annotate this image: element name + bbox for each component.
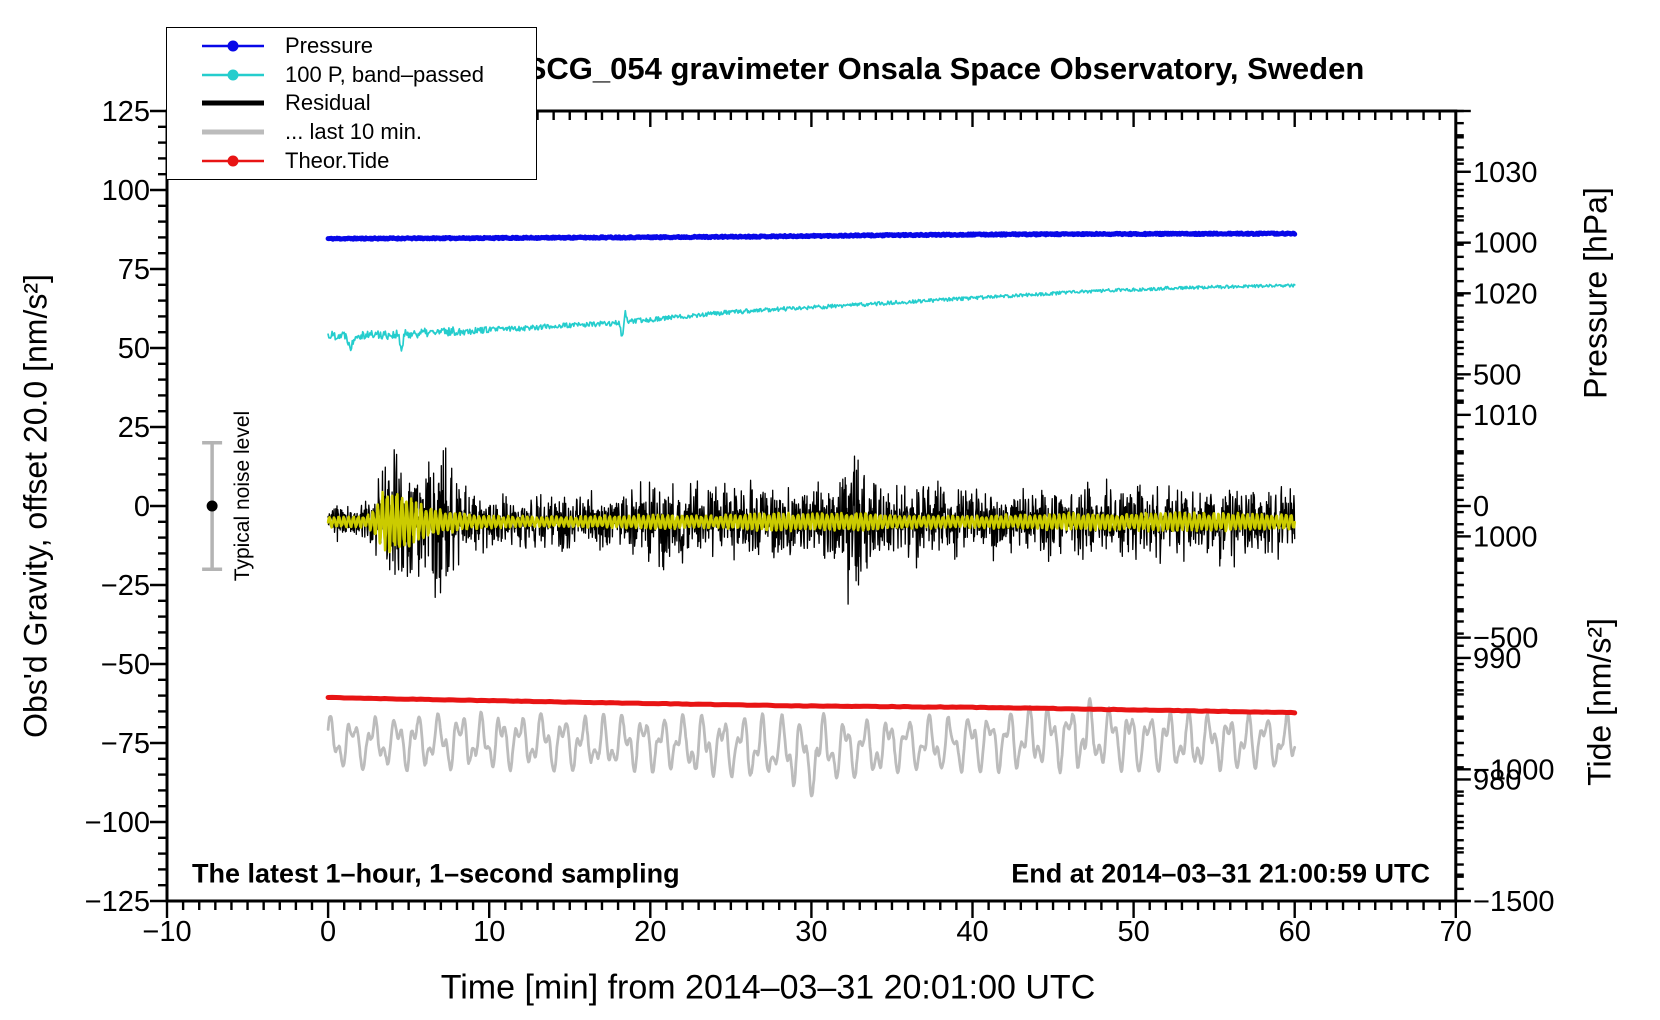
legend-item-label: Theor.Tide (285, 147, 390, 173)
chart-title: SCG_054 gravimeter Onsala Space Observat… (525, 51, 1365, 86)
pressure-tick-label: 1010 (1473, 400, 1538, 432)
tide-tick-label: 0 (1473, 491, 1489, 523)
series-last10 (326, 697, 1297, 798)
gravity-tick-label: 125 (102, 96, 150, 128)
legend-item-label: Pressure (285, 33, 374, 59)
axes: −10 0 10 20 30 40 50 60 701251007550250−25−50−75… (85, 96, 1555, 948)
pressure-tick-label: 1030 (1473, 157, 1538, 189)
legend-marker-dot-line (202, 40, 264, 52)
noise-level-errorbar (202, 441, 223, 571)
gravity-tick-label: −50 (101, 649, 150, 681)
gravity-tick-label: 100 (102, 175, 150, 207)
series-bandpassed (327, 283, 1296, 352)
data-series (325, 230, 1298, 798)
tide-tick-label: −1500 (1473, 886, 1554, 918)
gravity-tick-label: −125 (85, 886, 150, 918)
legend-item-1: 100 P, band–passed (201, 61, 536, 88)
gravity-tick-label: 75 (118, 254, 150, 286)
gravity-tick-label: 25 (118, 412, 150, 444)
annotation-end-time: End at 2014–03–31 21:00:59 UTC (1011, 858, 1430, 889)
x-tick-label: 0 (320, 916, 336, 948)
legend-item-4: Theor.Tide (201, 147, 536, 174)
x-tick-label: 50 (1117, 916, 1149, 948)
pressure-tick-label: 980 (1473, 764, 1521, 796)
gravity-tick-label: −25 (101, 570, 150, 602)
y-axis-title-pressure: Pressure [hPa] (1577, 187, 1614, 399)
gravity-tick-label: 50 (118, 333, 150, 365)
x-tick-label: 60 (1279, 916, 1311, 948)
legend-item-label: 100 P, band–passed (285, 61, 484, 87)
gravity-tick-label: −100 (85, 807, 150, 839)
y-axis-title-gravity: Obs'd Gravity, offset 20.0 [nm/s²] (17, 274, 54, 738)
x-tick-label: 30 (795, 916, 827, 948)
pressure-tick-label: 1020 (1473, 278, 1538, 310)
legend-marker-line (202, 129, 264, 135)
legend-marker-dot-line (202, 155, 264, 167)
series-residual-filtered (326, 490, 1296, 554)
x-tick-label: 20 (634, 916, 666, 948)
tide-tick-label: −500 (1473, 623, 1538, 655)
tide-tick-label: 500 (1473, 359, 1521, 391)
x-tick-label: 10 (473, 916, 505, 948)
gravity-tick-label: −75 (101, 728, 150, 760)
legend-item-2: Residual (201, 90, 536, 117)
x-tick-label: 40 (956, 916, 988, 948)
series-pressure (325, 230, 1298, 242)
tide-tick-label: −1000 (1473, 754, 1554, 786)
legend-marker-dot-line (202, 69, 264, 81)
legend-item-3: ... last 10 min. (201, 119, 536, 146)
series-residual (327, 447, 1296, 605)
x-tick-label: 70 (1440, 916, 1472, 948)
legend-item-label: Residual (285, 90, 371, 116)
x-axis-title: Time [min] from 2014–03–31 20:01:00 UTC (440, 968, 1096, 1007)
legend-item-0: Pressure (201, 33, 536, 60)
legend-item-label: ... last 10 min. (285, 119, 422, 145)
legend-marker-line (202, 100, 264, 106)
annotation-sampling: The latest 1–hour, 1–second sampling (192, 858, 680, 889)
series-tide (325, 694, 1298, 716)
tide-tick-label: 1000 (1473, 228, 1538, 260)
gravity-tick-label: 0 (134, 491, 150, 523)
pressure-tick-label: 1000 (1473, 521, 1538, 553)
legend-box: Pressure 100 P, band–passed Residual ... la… (166, 27, 537, 180)
noise-level-label: Typical noise level (231, 410, 254, 582)
x-tick-label: −10 (142, 916, 191, 948)
y-axis-title-tide: Tide [nm/s²] (1581, 618, 1618, 786)
pressure-tick-label: 990 (1473, 643, 1521, 675)
